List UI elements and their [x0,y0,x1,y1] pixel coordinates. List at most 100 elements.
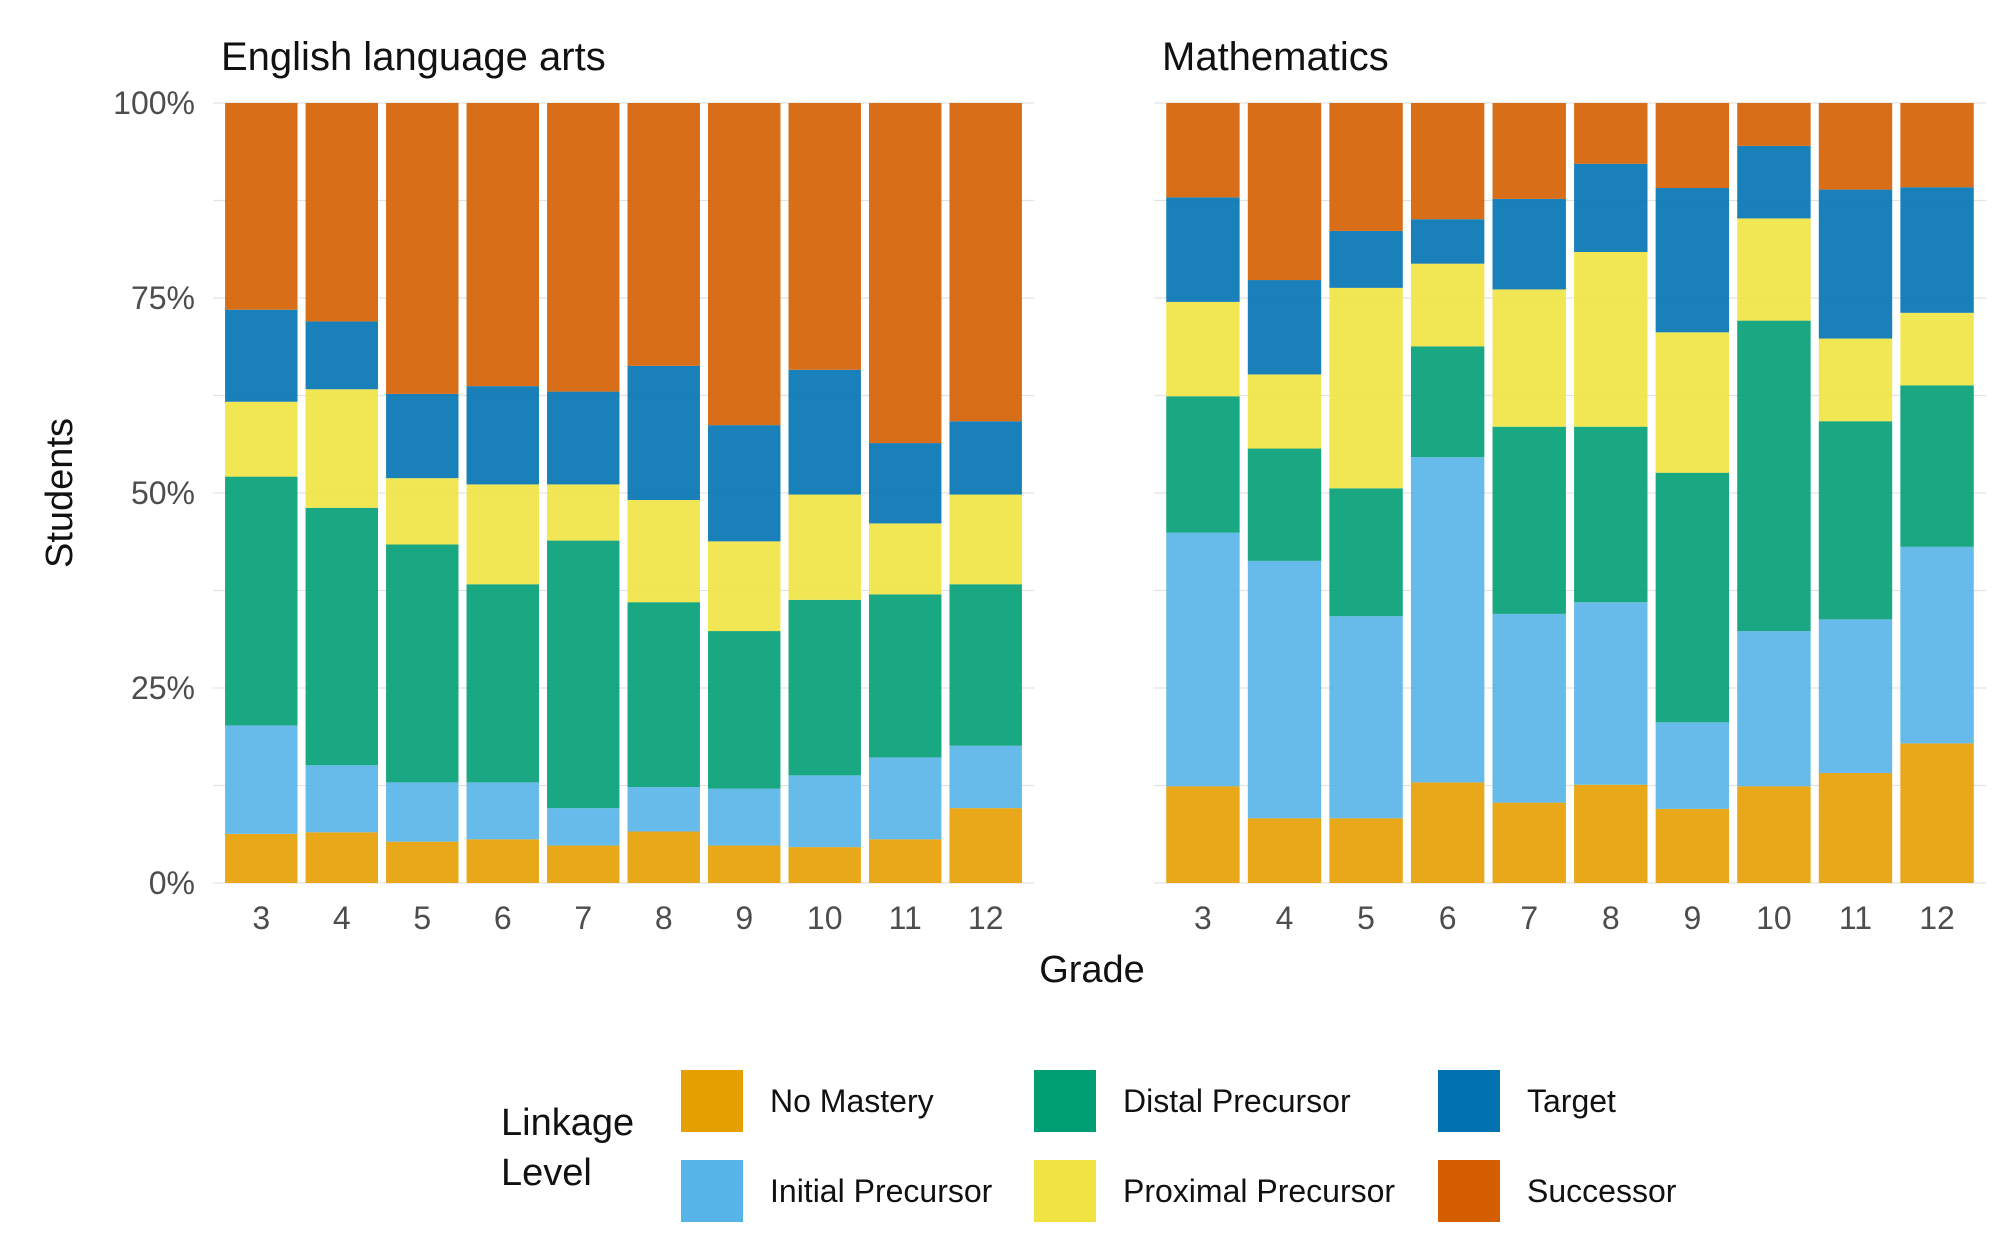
bar-segment-successor-grade-10 [788,103,861,370]
x-tick-label: 5 [1357,900,1375,936]
bar-segment-successor-grade-9 [1655,103,1730,189]
bar-segment-successor-grade-3 [1166,103,1240,198]
bar-segment-successor-grade-7 [547,103,620,392]
bar-segment-successor-grade-8 [1574,103,1648,164]
x-tick-label: 3 [252,900,270,936]
bar-segment-distal-precursor-grade-12 [949,584,1022,746]
bar-segment-distal-precursor-grade-12 [1900,385,1974,547]
bar-segment-proximal-precursor-grade-6 [466,484,539,585]
bar-segment-successor-grade-8 [627,103,700,366]
legend-key-successor [1438,1160,1500,1222]
bar-segment-distal-precursor-grade-6 [1410,346,1485,458]
bar-segment-distal-precursor-grade-6 [466,584,539,783]
legend-label: Distal Precursor [1123,1083,1351,1119]
legend-key-target [1438,1070,1500,1132]
legend-label: Proximal Precursor [1123,1173,1395,1209]
x-tick-label: 12 [968,900,1004,936]
bar-segment-initial-precursor-grade-3 [1166,532,1240,787]
bar-segment-distal-precursor-grade-5 [386,544,459,783]
bar-segment-distal-precursor-grade-4 [1247,448,1322,561]
bar-segment-no-mastery-grade-12 [1900,743,1974,883]
bar-segment-proximal-precursor-grade-3 [225,401,298,477]
panel-1: Mathematics 3 4 5 6 7 8 9 10 11 12 [1154,35,1986,936]
bar-segment-distal-precursor-grade-11 [868,594,942,758]
bar-segment-initial-precursor-grade-4 [1247,560,1322,819]
bar-segment-target-grade-7 [1492,198,1566,290]
panel-title: Mathematics [1162,35,1389,79]
bar-segment-distal-precursor-grade-4 [305,507,379,766]
bar-segment-no-mastery-grade-3 [225,833,298,883]
bar-segment-distal-precursor-grade-7 [1492,426,1566,614]
bar-segment-distal-precursor-grade-9 [1655,472,1730,723]
bar-segment-proximal-precursor-grade-9 [708,541,781,632]
y-tick-label: 100% [113,85,195,121]
bar-segment-proximal-precursor-grade-12 [949,494,1022,585]
bar-segment-proximal-precursor-grade-12 [1900,312,1974,386]
bar-segment-proximal-precursor-grade-8 [627,500,700,603]
bar-segment-no-mastery-grade-9 [1655,808,1730,883]
legend-label: No Mastery [770,1083,934,1119]
bar-segment-initial-precursor-grade-10 [1737,631,1811,787]
bar-segment-no-mastery-grade-10 [1737,786,1811,883]
bar-segment-successor-grade-10 [1737,103,1811,146]
bar-segment-initial-precursor-grade-6 [1410,457,1485,783]
bar-segment-successor-grade-12 [949,103,1022,422]
bar-segment-proximal-precursor-grade-10 [1737,218,1811,321]
bar-segment-no-mastery-grade-4 [305,832,379,883]
bar-segment-distal-precursor-grade-10 [1737,320,1811,632]
bar-segment-target-grade-5 [386,393,459,479]
x-tick-label: 12 [1919,900,1955,936]
bar-segment-target-grade-11 [868,443,942,524]
legend-label: Successor [1527,1173,1677,1209]
y-tick-label: 50% [131,475,195,511]
bar-segment-proximal-precursor-grade-6 [1410,263,1485,347]
bar-segment-target-grade-6 [466,386,539,485]
bar-segment-successor-grade-5 [1329,103,1403,231]
bar-segment-distal-precursor-grade-7 [547,540,620,809]
bar-segment-proximal-precursor-grade-4 [305,389,379,508]
bar-segment-no-mastery-grade-11 [1818,773,1893,883]
bar-segment-no-mastery-grade-5 [386,841,459,883]
bar-segment-initial-precursor-grade-7 [1492,613,1566,803]
bar-segment-distal-precursor-grade-10 [788,599,861,776]
bar-segment-proximal-precursor-grade-8 [1574,251,1648,427]
bar-segment-successor-grade-11 [1818,103,1893,190]
bar-segment-no-mastery-grade-7 [547,845,620,883]
bar-segment-proximal-precursor-grade-9 [1655,332,1730,473]
bar-segment-no-mastery-grade-6 [1410,782,1485,883]
x-tick-label: 10 [807,900,843,936]
x-tick-label: 11 [889,900,922,936]
bar-segment-initial-precursor-grade-7 [547,808,620,846]
bar-segment-initial-precursor-grade-10 [788,775,861,848]
legend-key-initial-precursor [681,1160,743,1222]
bar-segment-distal-precursor-grade-9 [708,631,781,789]
bar-segment-initial-precursor-grade-12 [949,745,1022,809]
x-tick-label: 7 [1520,900,1538,936]
legend: Linkage Level No Mastery Initial Precurso… [501,1070,1677,1222]
bar-segment-distal-precursor-grade-8 [627,602,700,788]
legend-label: Initial Precursor [770,1173,993,1209]
legend-label: Target [1527,1083,1616,1119]
bar-segment-successor-grade-4 [305,103,379,322]
bar-segment-target-grade-3 [225,309,298,402]
bar-segment-proximal-precursor-grade-3 [1166,301,1240,397]
bar-segment-target-grade-4 [1247,280,1322,375]
bar-segment-no-mastery-grade-5 [1329,818,1403,883]
legend-key-proximal-precursor [1034,1160,1096,1222]
bar-segment-initial-precursor-grade-9 [708,788,781,846]
x-tick-label: 7 [574,900,592,936]
y-axis-title: Students [39,418,81,568]
bar-segment-no-mastery-grade-8 [1574,784,1648,883]
bar-segment-initial-precursor-grade-8 [1574,602,1648,785]
bar-segment-no-mastery-grade-3 [1166,786,1240,883]
bar-segment-initial-precursor-grade-12 [1900,546,1974,744]
x-tick-label: 9 [735,900,753,936]
bar-segment-distal-precursor-grade-11 [1818,421,1893,620]
bar-segment-initial-precursor-grade-3 [225,725,298,834]
bar-segment-distal-precursor-grade-5 [1329,488,1403,617]
bar-segment-successor-grade-11 [868,103,942,444]
bar-segment-proximal-precursor-grade-7 [547,484,620,541]
bar-segment-no-mastery-grade-9 [708,845,781,883]
bar-segment-target-grade-10 [1737,145,1811,219]
